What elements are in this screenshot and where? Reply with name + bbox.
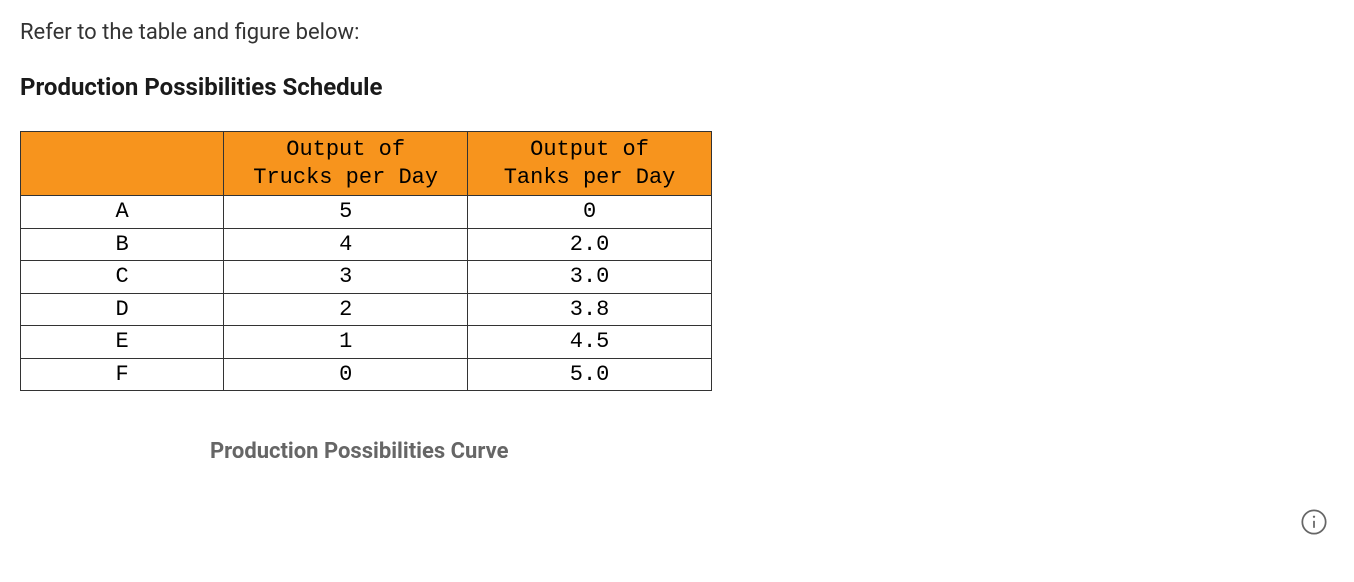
cell-label: D <box>21 293 224 326</box>
cell-tanks: 0 <box>468 196 712 229</box>
table-row: E 1 4.5 <box>21 326 712 359</box>
cell-label: F <box>21 358 224 391</box>
cell-trucks: 1 <box>224 326 468 359</box>
ppf-table: Output of Trucks per Day Output of Tanks… <box>20 131 712 391</box>
table-header-row: Output of Trucks per Day Output of Tanks… <box>21 132 712 196</box>
table-row: F 0 5.0 <box>21 358 712 391</box>
cell-tanks: 3.8 <box>468 293 712 326</box>
cell-tanks: 4.5 <box>468 326 712 359</box>
cell-tanks: 3.0 <box>468 261 712 294</box>
cell-trucks: 3 <box>224 261 468 294</box>
intro-text: Refer to the table and figure below: <box>20 20 1334 45</box>
cell-trucks: 2 <box>224 293 468 326</box>
cell-label: B <box>21 228 224 261</box>
table-row: A 5 0 <box>21 196 712 229</box>
table-row: D 2 3.8 <box>21 293 712 326</box>
header-label <box>21 132 224 196</box>
table-row: C 3 3.0 <box>21 261 712 294</box>
cell-label: A <box>21 196 224 229</box>
cell-trucks: 4 <box>224 228 468 261</box>
cell-tanks: 2.0 <box>468 228 712 261</box>
cell-trucks: 0 <box>224 358 468 391</box>
curve-title: Production Possibilities Curve <box>210 439 1334 464</box>
cell-tanks: 5.0 <box>468 358 712 391</box>
header-tanks: Output of Tanks per Day <box>468 132 712 196</box>
cell-trucks: 5 <box>224 196 468 229</box>
table-row: B 4 2.0 <box>21 228 712 261</box>
info-icon <box>1300 508 1328 540</box>
info-button[interactable] <box>1300 510 1328 538</box>
header-trucks: Output of Trucks per Day <box>224 132 468 196</box>
cell-label: E <box>21 326 224 359</box>
schedule-title: Production Possibilities Schedule <box>20 73 1334 101</box>
cell-label: C <box>21 261 224 294</box>
